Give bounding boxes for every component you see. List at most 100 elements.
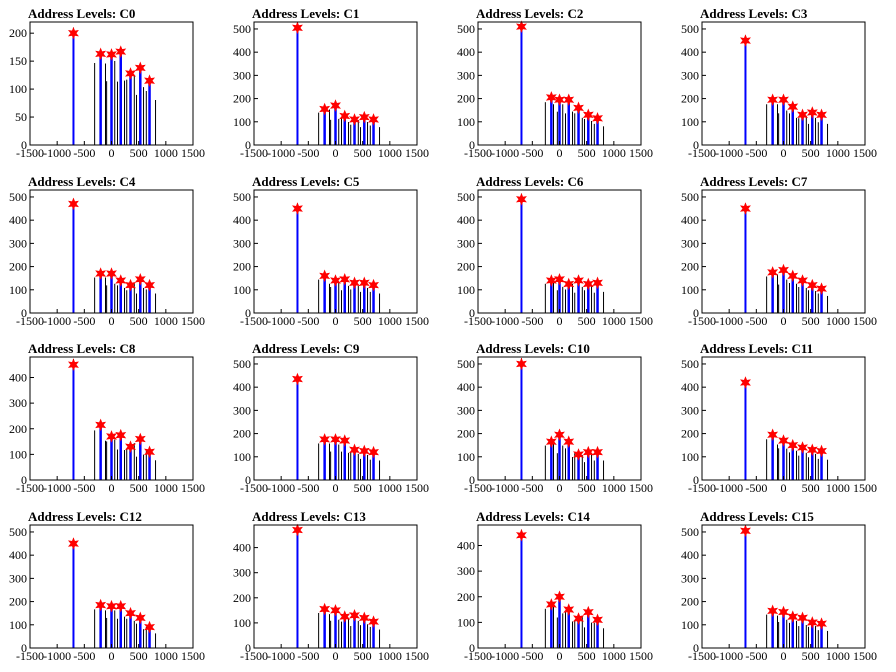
- x-tick-label: 1500: [853, 481, 877, 495]
- x-tick-label: -1500: [240, 481, 268, 495]
- panel-11: Address Levels: C11 -1500 -1000 -500 0 500 100…: [681, 341, 877, 495]
- x-tick-label: 1000: [154, 649, 178, 663]
- y-tick-label: 100: [681, 283, 699, 297]
- bar: [782, 99, 785, 145]
- x-tick-label: -1500: [688, 146, 716, 160]
- peak-marker: [563, 277, 575, 291]
- bar: [129, 446, 132, 480]
- y-tick-label: 0: [245, 641, 251, 655]
- panel-title: Address Levels: C0: [28, 6, 135, 21]
- bar: [343, 616, 346, 648]
- bar: [372, 285, 375, 313]
- x-tick-label: -500: [73, 314, 95, 328]
- x-tick-label: 1500: [629, 649, 653, 663]
- y-tick-label: 300: [9, 396, 27, 410]
- x-tick-label: -500: [521, 314, 543, 328]
- y-tick-label: 200: [233, 92, 251, 106]
- bar: [577, 454, 580, 480]
- x-tick-label: 500: [130, 481, 148, 495]
- y-tick-label: 500: [457, 357, 475, 371]
- peak-marker: [778, 434, 789, 447]
- x-tick-label: 0: [557, 649, 563, 663]
- y-tick-label: 400: [233, 213, 251, 227]
- peak-marker: [806, 443, 818, 457]
- bar: [744, 530, 747, 648]
- y-tick-label: 500: [681, 22, 699, 36]
- bar: [296, 379, 299, 480]
- x-tick-label: 1000: [378, 314, 402, 328]
- panel-8: Address Levels: C8-1500 -1000 -500 0 500 1000…: [9, 341, 205, 495]
- bar: [596, 619, 599, 648]
- bar: [820, 623, 823, 648]
- y-tick-label: 400: [9, 213, 27, 227]
- y-tick-label: 0: [693, 306, 699, 320]
- peak-marker: [797, 108, 808, 122]
- y-tick-label: 300: [457, 564, 475, 578]
- x-tick-label: 1500: [181, 481, 205, 495]
- bar: [558, 596, 561, 648]
- x-tick-label: 500: [578, 314, 596, 328]
- x-tick-label: 0: [109, 146, 115, 160]
- bar: [596, 118, 599, 145]
- x-tick-label: 0: [557, 146, 563, 160]
- peak-marker: [291, 21, 303, 35]
- x-tick-label: -500: [521, 481, 543, 495]
- x-tick-label: -500: [745, 146, 767, 160]
- x-tick-label: -1000: [491, 314, 519, 328]
- y-tick-label: 200: [233, 591, 251, 605]
- peak-marker: [515, 357, 527, 371]
- peak-marker: [358, 444, 370, 458]
- y-tick-label: 100: [233, 616, 251, 630]
- peak-marker: [778, 93, 789, 107]
- y-tick-label: 100: [233, 283, 251, 297]
- peak-marker: [515, 192, 527, 206]
- bar: [744, 382, 747, 480]
- bar: [334, 439, 337, 480]
- bar: [119, 51, 122, 145]
- x-tick-label: 1000: [378, 146, 402, 160]
- panel-0: Address Levels: C0-1500 -1000 -500 0 500 1000…: [9, 6, 205, 160]
- bar: [567, 283, 570, 313]
- bar: [791, 616, 794, 648]
- bar: [550, 280, 553, 313]
- bar: [99, 605, 102, 648]
- peak-marker: [339, 109, 351, 123]
- bar: [353, 615, 356, 648]
- y-tick-label: 400: [9, 548, 27, 562]
- panel-12: Address Levels: C12 -1500 -1000 -500 0 500 100…: [9, 509, 205, 663]
- y-tick-label: 400: [681, 548, 699, 562]
- y-tick-label: 200: [681, 92, 699, 106]
- bar: [577, 107, 580, 145]
- x-tick-label: -500: [521, 649, 543, 663]
- panel-5: Address Levels: C5-1500 -1000 -500 0 500 1000…: [233, 174, 429, 328]
- x-tick-label: 1000: [602, 649, 626, 663]
- bar: [323, 109, 326, 145]
- peak-marker: [67, 358, 79, 371]
- x-tick-label: -500: [297, 314, 319, 328]
- x-tick-label: -1500: [16, 481, 44, 495]
- bar: [820, 450, 823, 480]
- y-tick-label: 0: [469, 641, 475, 655]
- bar: [148, 80, 151, 145]
- x-tick-label: 500: [802, 314, 820, 328]
- x-tick-label: 1500: [181, 146, 205, 160]
- peak-marker: [767, 266, 779, 279]
- panel-9: Address Levels: C9-1500 -1000 -500 0 500 1000…: [233, 341, 429, 495]
- bar: [587, 452, 590, 480]
- y-tick-label: 500: [457, 22, 475, 36]
- y-tick-label: 500: [233, 357, 251, 371]
- peak-marker: [739, 524, 751, 538]
- panel-15: Address Levels: C15 -1500 -1000 -500 0 500 100…: [681, 509, 877, 663]
- bar: [110, 436, 113, 480]
- peak-marker: [349, 113, 360, 126]
- peak-marker: [515, 20, 527, 33]
- x-tick-label: -1500: [464, 146, 492, 160]
- bar: [99, 424, 102, 480]
- x-tick-label: -500: [73, 649, 95, 663]
- y-tick-label: 100: [9, 447, 27, 461]
- panel-2: Address Levels: C2-1500 -1000 -500 0 500 1000…: [457, 6, 653, 160]
- peak-marker: [125, 606, 136, 620]
- y-tick-label: 400: [681, 45, 699, 59]
- peak-marker: [739, 202, 751, 215]
- peak-marker: [767, 604, 779, 618]
